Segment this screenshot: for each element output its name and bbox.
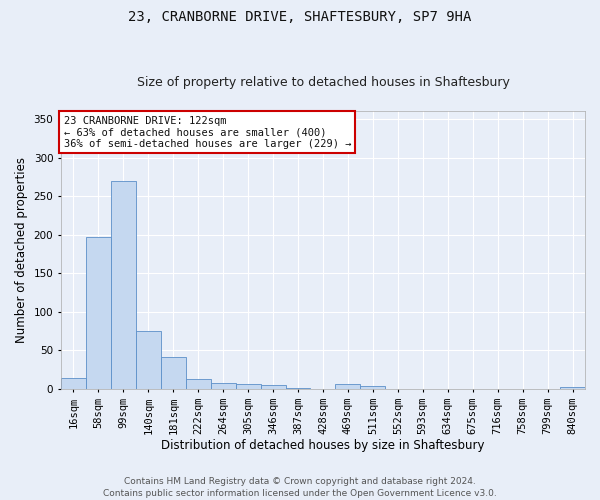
Bar (361, 386, 385, 389)
Title: Size of property relative to detached houses in Shaftesbury: Size of property relative to detached ho… (137, 76, 509, 90)
Bar (61, 378, 86, 389)
Bar (161, 357, 186, 389)
Bar (335, 384, 361, 389)
Bar (286, 388, 310, 389)
Bar (186, 379, 211, 389)
Bar (111, 181, 136, 389)
Bar (86, 237, 111, 389)
Y-axis label: Number of detached properties: Number of detached properties (15, 157, 28, 343)
Text: 23 CRANBORNE DRIVE: 122sqm
← 63% of detached houses are smaller (400)
36% of sem: 23 CRANBORNE DRIVE: 122sqm ← 63% of deta… (64, 116, 351, 149)
Bar (560, 388, 585, 389)
Text: Contains HM Land Registry data © Crown copyright and database right 2024.
Contai: Contains HM Land Registry data © Crown c… (103, 476, 497, 498)
Bar (136, 331, 161, 389)
Bar (260, 385, 286, 389)
Text: 23, CRANBORNE DRIVE, SHAFTESBURY, SP7 9HA: 23, CRANBORNE DRIVE, SHAFTESBURY, SP7 9H… (128, 10, 472, 24)
Bar (236, 384, 260, 389)
X-axis label: Distribution of detached houses by size in Shaftesbury: Distribution of detached houses by size … (161, 440, 485, 452)
Bar (211, 382, 236, 389)
